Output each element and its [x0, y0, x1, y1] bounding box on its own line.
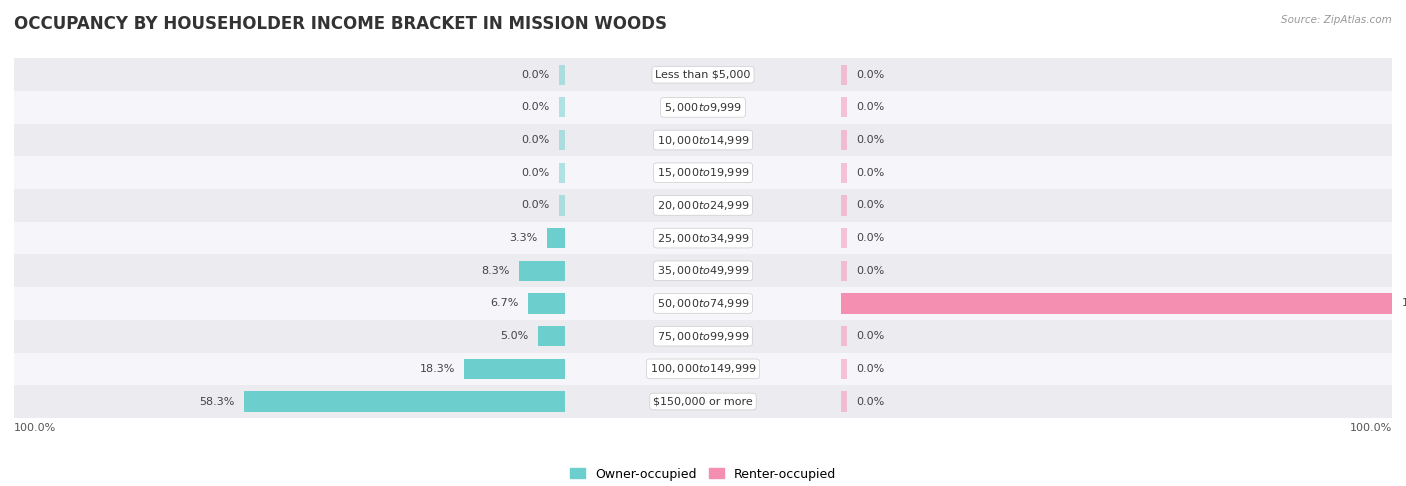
- Text: $5,000 to $9,999: $5,000 to $9,999: [664, 101, 742, 114]
- Bar: [14, 287, 1392, 320]
- Text: Source: ZipAtlas.com: Source: ZipAtlas.com: [1281, 15, 1392, 25]
- Text: 0.0%: 0.0%: [856, 233, 884, 243]
- Text: 0.0%: 0.0%: [856, 200, 884, 210]
- Bar: [14, 320, 1392, 352]
- Text: 0.0%: 0.0%: [522, 200, 550, 210]
- Bar: [464, 359, 565, 379]
- Text: 6.7%: 6.7%: [491, 298, 519, 309]
- Bar: [841, 130, 846, 150]
- Text: 0.0%: 0.0%: [856, 103, 884, 112]
- Text: 0.0%: 0.0%: [856, 364, 884, 374]
- Bar: [529, 294, 565, 313]
- Text: 0.0%: 0.0%: [856, 397, 884, 406]
- Text: $75,000 to $99,999: $75,000 to $99,999: [657, 330, 749, 343]
- Bar: [243, 391, 565, 412]
- Text: 5.0%: 5.0%: [501, 331, 529, 341]
- Text: 0.0%: 0.0%: [856, 168, 884, 178]
- Text: 0.0%: 0.0%: [522, 135, 550, 145]
- Bar: [519, 260, 565, 281]
- Text: 0.0%: 0.0%: [856, 69, 884, 80]
- Bar: [14, 124, 1392, 156]
- Text: $50,000 to $74,999: $50,000 to $74,999: [657, 297, 749, 310]
- Bar: [14, 352, 1392, 385]
- Bar: [537, 326, 565, 347]
- Text: $35,000 to $49,999: $35,000 to $49,999: [657, 264, 749, 278]
- Text: Less than $5,000: Less than $5,000: [655, 69, 751, 80]
- Bar: [14, 156, 1392, 189]
- Text: 8.3%: 8.3%: [482, 266, 510, 276]
- Text: $100,000 to $149,999: $100,000 to $149,999: [650, 363, 756, 375]
- Text: 0.0%: 0.0%: [856, 135, 884, 145]
- Text: 0.0%: 0.0%: [522, 103, 550, 112]
- Text: $20,000 to $24,999: $20,000 to $24,999: [657, 199, 749, 212]
- Bar: [14, 58, 1392, 91]
- Bar: [841, 260, 846, 281]
- Bar: [560, 97, 565, 118]
- Bar: [560, 65, 565, 85]
- Bar: [14, 255, 1392, 287]
- Text: OCCUPANCY BY HOUSEHOLDER INCOME BRACKET IN MISSION WOODS: OCCUPANCY BY HOUSEHOLDER INCOME BRACKET …: [14, 15, 666, 33]
- Text: 58.3%: 58.3%: [200, 397, 235, 406]
- Bar: [841, 326, 846, 347]
- Text: $25,000 to $34,999: $25,000 to $34,999: [657, 232, 749, 244]
- Bar: [14, 189, 1392, 222]
- Bar: [841, 359, 846, 379]
- Bar: [14, 385, 1392, 418]
- Bar: [14, 222, 1392, 255]
- Bar: [14, 91, 1392, 124]
- Text: $10,000 to $14,999: $10,000 to $14,999: [657, 134, 749, 147]
- Text: 0.0%: 0.0%: [856, 266, 884, 276]
- Bar: [841, 391, 846, 412]
- Bar: [841, 163, 846, 183]
- Text: 100.0%: 100.0%: [1350, 423, 1392, 433]
- Text: 3.3%: 3.3%: [509, 233, 537, 243]
- Bar: [841, 195, 846, 216]
- Text: 100.0%: 100.0%: [14, 423, 56, 433]
- Text: $15,000 to $19,999: $15,000 to $19,999: [657, 166, 749, 179]
- Bar: [841, 65, 846, 85]
- Text: 0.0%: 0.0%: [522, 69, 550, 80]
- Text: 100.0%: 100.0%: [1402, 298, 1406, 309]
- Text: 0.0%: 0.0%: [856, 331, 884, 341]
- Legend: Owner-occupied, Renter-occupied: Owner-occupied, Renter-occupied: [569, 468, 837, 481]
- Bar: [547, 228, 565, 248]
- Text: $150,000 or more: $150,000 or more: [654, 397, 752, 406]
- Bar: [560, 163, 565, 183]
- Bar: [841, 97, 846, 118]
- Bar: [560, 195, 565, 216]
- Bar: [560, 130, 565, 150]
- Text: 18.3%: 18.3%: [419, 364, 456, 374]
- Text: 0.0%: 0.0%: [522, 168, 550, 178]
- Bar: [841, 294, 1392, 313]
- Bar: [841, 228, 846, 248]
